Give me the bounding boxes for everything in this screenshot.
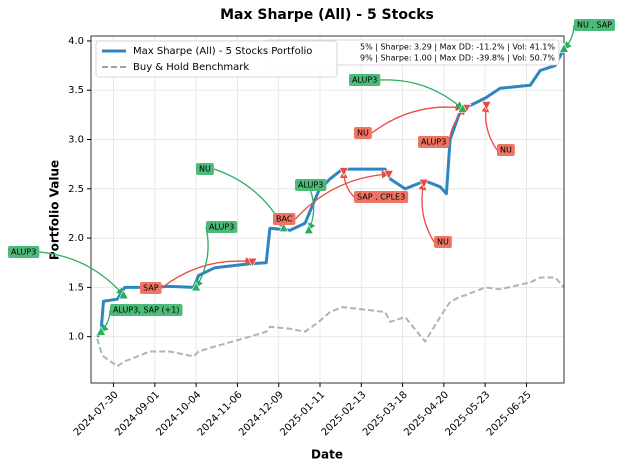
trade-label: NU xyxy=(437,238,449,247)
trade-annotation: NU xyxy=(418,179,452,248)
trade-marker xyxy=(118,289,129,300)
trade-label: SAP xyxy=(143,284,159,293)
trade-arrow xyxy=(308,190,316,231)
trade-label-box xyxy=(497,144,515,156)
chart-title: Max Sharpe (All) - 5 Stocks xyxy=(220,7,434,23)
trade-marker xyxy=(481,101,492,111)
trade-label-box xyxy=(574,19,615,31)
trade-label: NU , SAP xyxy=(577,21,612,30)
trade-label: ALUP3, SAP (+1) xyxy=(113,306,180,315)
trade-marker xyxy=(383,170,394,180)
x-axis-label: Date xyxy=(311,448,343,462)
trade-marker xyxy=(247,257,258,268)
trade-marker xyxy=(457,103,468,113)
trade-label-box xyxy=(349,74,381,86)
trade-label-box xyxy=(140,282,162,294)
trade-label-box xyxy=(434,236,452,248)
trade-arrow xyxy=(195,226,209,289)
trade-annotation: ALUP3 xyxy=(8,246,129,300)
x-tick-label: 2025-06-25 xyxy=(485,389,534,438)
trade-label-box xyxy=(273,213,296,225)
trade-arrow xyxy=(371,103,464,134)
trade-label-box xyxy=(418,136,450,148)
trade-annotation: ALUP3 xyxy=(295,179,327,235)
y-tick-label: 1.0 xyxy=(68,332,84,343)
trade-annotation: SAP xyxy=(140,257,258,294)
trade-arrow xyxy=(339,170,355,198)
trade-arrow xyxy=(294,170,390,220)
series-line xyxy=(96,276,564,368)
trade-annotation: BAC xyxy=(273,170,394,225)
trade-label-box xyxy=(196,163,214,175)
trade-marker xyxy=(303,224,314,235)
trade-label-box xyxy=(354,191,409,203)
trade-label: NU xyxy=(199,165,211,174)
trade-arrow xyxy=(161,257,254,289)
stats-text: 5% | Sharpe: 3.29 | Max DD: -11.2% | Vol… xyxy=(360,43,555,52)
trade-arrow xyxy=(39,251,125,296)
y-tick-label: 3.5 xyxy=(68,85,84,96)
legend-box xyxy=(95,40,338,78)
trade-label: ALUP3 xyxy=(11,248,36,257)
trade-label: ALUP3 xyxy=(209,223,234,232)
trade-annotation: NU , SAP xyxy=(559,19,615,53)
trade-label: ALUP3 xyxy=(298,181,323,190)
trade-label: SAP , CPLE3 xyxy=(357,193,405,202)
y-axis-label: Portfolio Value xyxy=(48,160,62,260)
trade-arrow xyxy=(380,79,464,110)
trade-annotation: ALUP3, SAP (+1) xyxy=(96,304,183,336)
trade-annotation: NU xyxy=(481,101,515,156)
trade-arrow xyxy=(563,24,575,50)
trade-annotation: ALUP3 xyxy=(349,74,468,113)
trade-marker xyxy=(278,222,289,233)
y-tick-label: 3.0 xyxy=(68,135,84,146)
y-tick-label: 2.5 xyxy=(68,184,84,195)
trade-marker xyxy=(418,179,429,189)
trade-arrow xyxy=(418,182,435,243)
trade-label: NU xyxy=(357,129,369,138)
trade-label: NU xyxy=(500,146,512,155)
series-line xyxy=(96,48,564,338)
trade-annotation: ALUP3 xyxy=(191,221,238,292)
trade-annotation: SAP , CPLE3 xyxy=(338,167,409,203)
trade-label-box xyxy=(206,221,238,233)
trade-label: ALUP3 xyxy=(421,138,446,147)
trade-label-box xyxy=(354,127,372,139)
trade-marker xyxy=(96,326,107,336)
plot-frame xyxy=(90,35,565,384)
trade-arrow xyxy=(481,104,498,151)
trade-label-box xyxy=(110,304,183,316)
trade-label: BAC xyxy=(276,215,293,224)
legend-label: Buy & Hold Benchmark xyxy=(133,62,249,73)
y-tick-label: 4.0 xyxy=(68,36,84,47)
legend-label: Max Sharpe (All) - 5 Stocks Portfolio xyxy=(133,46,312,57)
trade-marker xyxy=(559,43,569,53)
trade-marker xyxy=(338,167,349,177)
trade-marker xyxy=(191,281,202,292)
y-tick-label: 2.0 xyxy=(68,233,84,244)
trade-label-box xyxy=(8,246,40,258)
trade-label: ALUP3 xyxy=(352,76,377,85)
trade-label-box xyxy=(295,179,327,191)
y-tick-label: 1.5 xyxy=(68,282,84,293)
stats-text: 9% | Sharpe: 1.00 | Max DD: -39.8% | Vol… xyxy=(360,54,555,63)
